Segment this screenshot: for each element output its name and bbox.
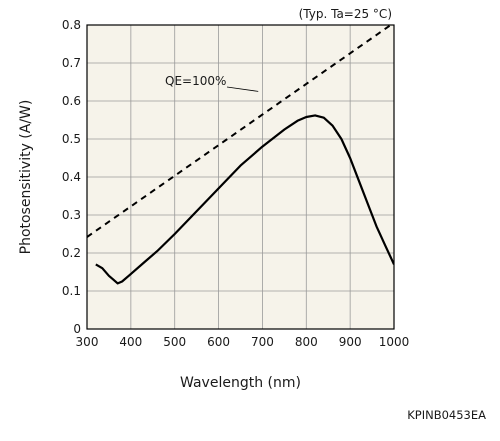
x-tick-label: 400 [119, 335, 142, 349]
y-tick-label: 0.4 [62, 170, 81, 184]
series-layer [87, 25, 394, 285]
x-tick-label: 600 [207, 335, 230, 349]
photosensitivity-curve [95, 114, 394, 285]
plot-frame [86, 24, 395, 330]
y-tick-label: 0.2 [62, 246, 81, 260]
y-tick-label: 0 [73, 322, 81, 336]
y-tick-labels: 0 0.1 0.2 0.3 0.4 0.5 0.6 0.7 0.8 [62, 18, 81, 336]
figure-code: KPINB0453EA [407, 408, 486, 422]
y-axis-label: Photosensitivity (A/W) [18, 100, 34, 255]
annotation-label: QE=100% [165, 74, 226, 88]
condition-label: (Typ. Ta=25 °C) [299, 7, 392, 21]
annotations: QE=100% [165, 74, 259, 92]
y-tick-label: 0.6 [62, 94, 81, 108]
x-tick-label: 300 [76, 335, 99, 349]
x-tick-label: 700 [251, 335, 274, 349]
qe-100-line [87, 25, 393, 238]
y-tick-label: 0.5 [62, 132, 81, 146]
y-tick-label: 0.3 [62, 208, 81, 222]
x-axis-label: Wavelength (nm) [180, 375, 301, 391]
annotation-leader [226, 86, 259, 92]
x-tick-label: 500 [163, 335, 186, 349]
y-tick-label: 0.1 [62, 284, 81, 298]
x-tick-label: 800 [295, 335, 318, 349]
y-tick-label: 0.8 [62, 18, 81, 32]
y-tick-label: 0.7 [62, 56, 81, 70]
x-tick-labels: 300 400 500 600 700 800 900 1000 [76, 335, 410, 349]
x-tick-label: 1000 [379, 335, 410, 349]
x-tick-label: 900 [339, 335, 362, 349]
